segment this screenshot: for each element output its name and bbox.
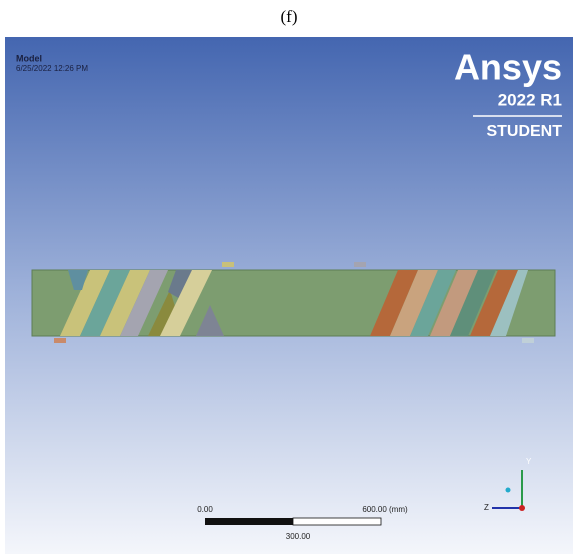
y-label: Y [526,457,532,466]
scale-black [205,518,293,525]
scale-mid: 300.00 [286,532,311,541]
screenshot: (f) Model 6/25/2022 12:26 PM Ansys 2022 … [0,0,578,554]
scale-white [293,518,381,525]
beam [32,262,555,343]
brand-version: 2022 R1 [498,90,562,109]
scale-start: 0.00 [197,505,213,514]
brand-edition: STUDENT [486,123,562,140]
marker [54,338,66,343]
origin [519,505,525,511]
page: (f) Model 6/25/2022 12:26 PM Ansys 2022 … [0,0,578,554]
x-dot [506,488,511,493]
scale-end: 600.00 (mm) [362,505,408,514]
marker [222,262,234,267]
model-title: Model [16,53,42,63]
brand-name: Ansys [454,47,562,88]
timestamp: 6/25/2022 12:26 PM [16,64,88,73]
marker [522,338,534,343]
caption: (f) [281,7,298,26]
marker [354,262,366,267]
z-label: Z [484,503,489,512]
